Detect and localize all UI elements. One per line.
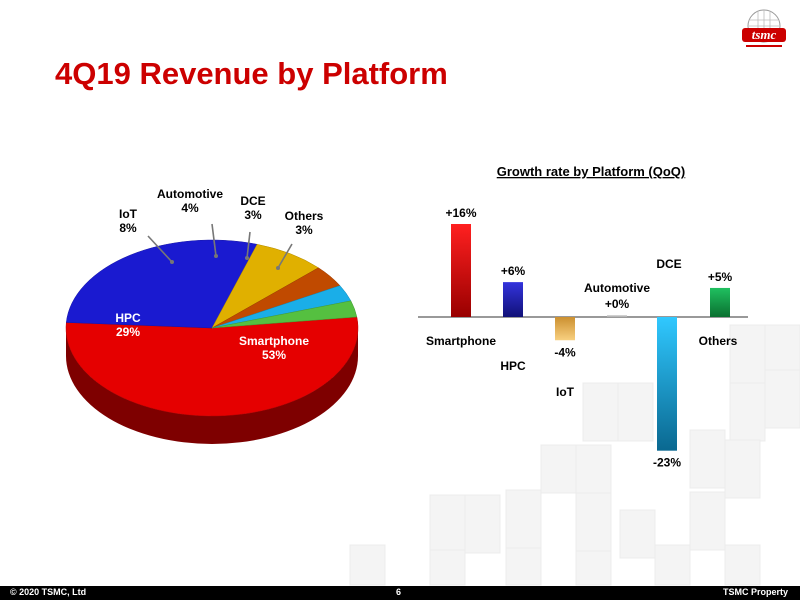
bar-automotive <box>607 315 627 317</box>
bar-smartphone <box>451 224 471 317</box>
tsmc-logo: tsmc <box>742 9 786 47</box>
logo-text: tsmc <box>752 27 777 42</box>
footer-bar: © 2020 TSMC, Ltd 6 TSMC Property <box>0 586 800 600</box>
pie-value-automotive: 4% <box>181 201 199 215</box>
bar-value-automotive: +0% <box>605 297 630 311</box>
pie-value-hpc: 29% <box>116 325 140 339</box>
bar-value-others: +5% <box>708 270 733 284</box>
bar-hpc <box>503 282 523 317</box>
pie-label-iot: IoT <box>119 207 138 221</box>
pie-slice-others <box>211 300 358 329</box>
pie-side-smartphone <box>66 328 358 444</box>
bar-value-iot: -4% <box>554 345 576 359</box>
bar-chart-title: Growth rate by Platform (QoQ) <box>497 164 686 179</box>
bar-others <box>710 287 730 317</box>
pie-label-others: Others <box>285 209 324 223</box>
bar-value-dce: -23% <box>653 456 681 470</box>
bar-value-hpc: +6% <box>501 264 526 278</box>
pie-leader-automotive <box>211 223 217 257</box>
pie-leader-dot-iot <box>170 260 174 264</box>
pie-value-dce: 3% <box>244 208 262 222</box>
bar-dce <box>657 317 677 451</box>
pie-leader-iot <box>147 235 173 263</box>
growth-bar-chart: Growth rate by Platform (QoQ) +16% Smartp… <box>418 164 748 470</box>
pie-value-iot: 8% <box>119 221 137 235</box>
pie-leader-dot-automotive <box>214 254 218 258</box>
bar-value-smartphone: +16% <box>445 206 476 220</box>
bar-category-iot: IoT <box>556 385 575 399</box>
pie-value-others: 3% <box>295 223 313 237</box>
bar-category-dce: DCE <box>656 257 681 271</box>
slide-title: 4Q19 Revenue by Platform <box>55 56 448 91</box>
bar-category-automotive: Automotive <box>584 281 650 295</box>
footer-copyright: © 2020 TSMC, Ltd <box>10 587 87 597</box>
bar-category-others: Others <box>699 334 738 348</box>
pie-label-smartphone: Smartphone <box>239 334 309 348</box>
pie-label-automotive: Automotive <box>157 187 223 201</box>
bar-category-smartphone: Smartphone <box>426 334 496 348</box>
pie-label-hpc: HPC <box>115 311 141 325</box>
pie-leader-dce <box>246 231 251 259</box>
bar-category-hpc: HPC <box>500 359 526 373</box>
bar-iot <box>555 317 575 341</box>
footer-page-number: 6 <box>396 587 402 597</box>
pie-slice-hpc <box>66 239 258 329</box>
pie-leader-dot-others <box>276 266 280 270</box>
pie-slice-smartphone <box>65 316 359 417</box>
footer-property: TSMC Property <box>722 587 788 597</box>
pie-leader-others <box>277 243 293 269</box>
pie-leader-dot-dce <box>245 256 249 260</box>
pie-label-dce: DCE <box>240 194 265 208</box>
pie-value-smartphone: 53% <box>262 348 286 362</box>
